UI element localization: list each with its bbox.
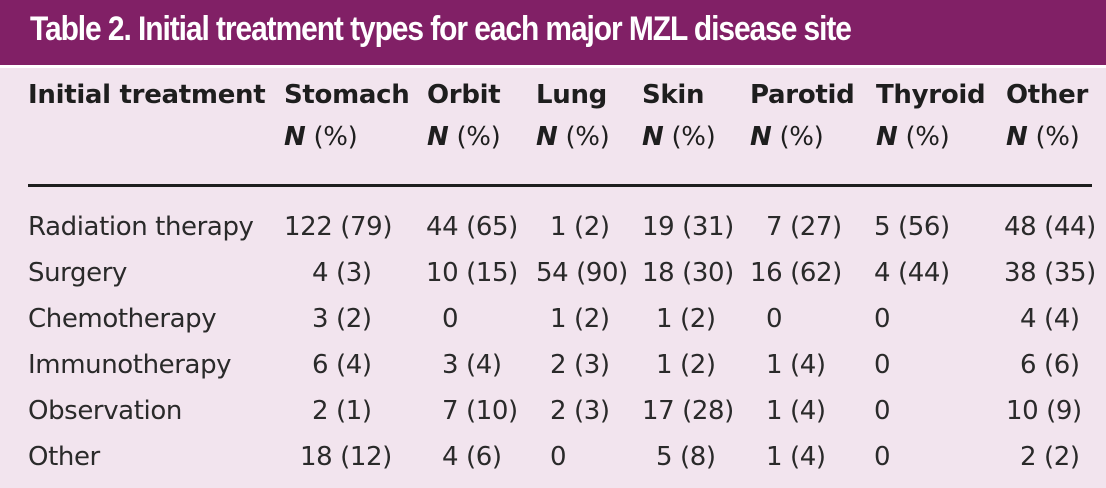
cell-other-orbit: 4 (6) bbox=[442, 442, 502, 472]
header-site-thyroid: Thyroid bbox=[876, 80, 986, 110]
table-title: Table 2. Initial treatment types for eac… bbox=[30, 10, 852, 48]
cell-observation-skin: 17 (28) bbox=[642, 396, 734, 426]
cell-chemo-thyroid: 0 bbox=[874, 304, 891, 334]
cell-immuno-orbit: 3 (4) bbox=[442, 350, 502, 380]
row-label-immunotherapy: Immunotherapy bbox=[28, 350, 232, 380]
cell-immuno-lung: 2 (3) bbox=[550, 350, 610, 380]
row-label-radiation-therapy: Radiation therapy bbox=[28, 212, 254, 242]
cell-radiation-stomach: 122 (79) bbox=[284, 212, 393, 242]
header-n-pct-lung: N (%) bbox=[536, 122, 610, 152]
cell-chemo-stomach: 3 (2) bbox=[312, 304, 372, 334]
cell-immuno-skin: 1 (2) bbox=[656, 350, 716, 380]
cell-observation-thyroid: 0 bbox=[874, 396, 891, 426]
cell-chemo-skin: 1 (2) bbox=[656, 304, 716, 334]
header-divider bbox=[28, 184, 1092, 187]
header-initial-treatment: Initial treatment bbox=[28, 80, 266, 110]
header-site-orbit: Orbit bbox=[427, 80, 501, 110]
pct-label: (%) bbox=[905, 122, 950, 152]
cell-immuno-stomach: 6 (4) bbox=[312, 350, 372, 380]
header-n-pct-stomach: N (%) bbox=[284, 122, 358, 152]
row-label-chemotherapy: Chemotherapy bbox=[28, 304, 217, 334]
cell-radiation-orbit: 44 (65) bbox=[426, 212, 518, 242]
cell-chemo-parotid: 0 bbox=[766, 304, 783, 334]
pct-label: (%) bbox=[1035, 122, 1080, 152]
cell-radiation-skin: 19 (31) bbox=[642, 212, 734, 242]
n-label: N bbox=[876, 122, 898, 152]
pct-label: (%) bbox=[456, 122, 501, 152]
cell-surgery-thyroid: 4 (44) bbox=[874, 258, 950, 288]
header-site-lung: Lung bbox=[536, 80, 607, 110]
row-label-observation: Observation bbox=[28, 396, 182, 426]
cell-chemo-other: 4 (4) bbox=[1020, 304, 1080, 334]
cell-surgery-parotid: 16 (62) bbox=[750, 258, 842, 288]
cell-other-skin: 5 (8) bbox=[656, 442, 716, 472]
cell-surgery-lung: 54 (90) bbox=[536, 258, 628, 288]
pct-label: (%) bbox=[779, 122, 824, 152]
cell-radiation-lung: 1 (2) bbox=[550, 212, 610, 242]
n-label: N bbox=[427, 122, 449, 152]
header-n-pct-parotid: N (%) bbox=[750, 122, 824, 152]
cell-surgery-orbit: 10 (15) bbox=[426, 258, 518, 288]
header-n-pct-skin: N (%) bbox=[642, 122, 716, 152]
header-site-skin: Skin bbox=[642, 80, 705, 110]
title-bar: Table 2. Initial treatment types for eac… bbox=[0, 0, 1106, 68]
n-label: N bbox=[536, 122, 558, 152]
cell-immuno-thyroid: 0 bbox=[874, 350, 891, 380]
cell-chemo-lung: 1 (2) bbox=[550, 304, 610, 334]
pct-label: (%) bbox=[565, 122, 610, 152]
cell-observation-other: 10 (9) bbox=[1006, 396, 1082, 426]
n-label: N bbox=[750, 122, 772, 152]
cell-observation-orbit: 7 (10) bbox=[442, 396, 518, 426]
cell-immuno-parotid: 1 (4) bbox=[766, 350, 826, 380]
cell-immuno-other: 6 (6) bbox=[1020, 350, 1080, 380]
header-site-other: Other bbox=[1006, 80, 1088, 110]
cell-other-stomach: 18 (12) bbox=[300, 442, 392, 472]
cell-observation-parotid: 1 (4) bbox=[766, 396, 826, 426]
cell-other-lung: 0 bbox=[550, 442, 567, 472]
header-site-stomach: Stomach bbox=[284, 80, 410, 110]
row-label-other: Other bbox=[28, 442, 100, 472]
cell-other-parotid: 1 (4) bbox=[766, 442, 826, 472]
header-n-pct-orbit: N (%) bbox=[427, 122, 501, 152]
cell-other-thyroid: 0 bbox=[874, 442, 891, 472]
header-n-pct-thyroid: N (%) bbox=[876, 122, 950, 152]
pct-label: (%) bbox=[313, 122, 358, 152]
header-n-pct-other: N (%) bbox=[1006, 122, 1080, 152]
pct-label: (%) bbox=[671, 122, 716, 152]
cell-surgery-skin: 18 (30) bbox=[642, 258, 734, 288]
row-label-surgery: Surgery bbox=[28, 258, 127, 288]
cell-other-other: 2 (2) bbox=[1020, 442, 1080, 472]
cell-radiation-other: 48 (44) bbox=[1004, 212, 1096, 242]
n-label: N bbox=[284, 122, 306, 152]
cell-observation-lung: 2 (3) bbox=[550, 396, 610, 426]
cell-surgery-other: 38 (35) bbox=[1004, 258, 1096, 288]
cell-chemo-orbit: 0 bbox=[442, 304, 459, 334]
header-site-parotid: Parotid bbox=[750, 80, 855, 110]
cell-radiation-thyroid: 5 (56) bbox=[874, 212, 950, 242]
cell-surgery-stomach: 4 (3) bbox=[312, 258, 372, 288]
n-label: N bbox=[642, 122, 664, 152]
cell-observation-stomach: 2 (1) bbox=[312, 396, 372, 426]
n-label: N bbox=[1006, 122, 1028, 152]
cell-radiation-parotid: 7 (27) bbox=[766, 212, 842, 242]
